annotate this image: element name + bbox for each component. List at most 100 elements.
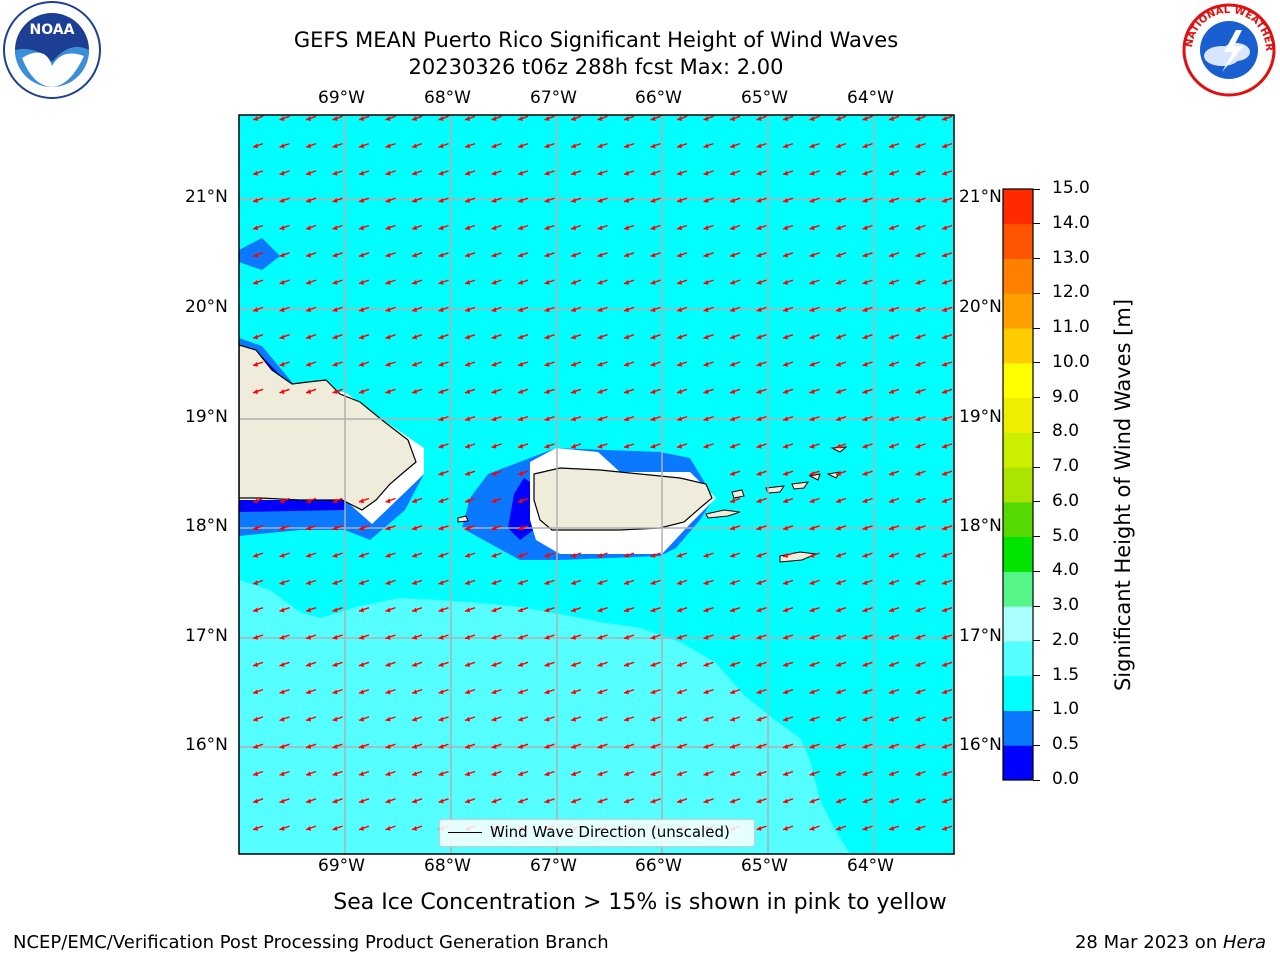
map-frame: [238, 114, 955, 855]
wind-wave-arrowhead: [385, 689, 391, 695]
wind-wave-arrowhead: [915, 634, 921, 640]
wind-wave-arrowhead: [703, 307, 709, 313]
wind-wave-arrowhead: [862, 307, 868, 313]
lon-label-bottom-64w: 64°W: [847, 856, 894, 876]
wind-wave-arrowhead: [518, 334, 523, 340]
wind-wave-arrowhead: [438, 198, 444, 203]
wind-wave-arrowhead: [836, 716, 841, 722]
wind-wave-arrowhead: [465, 744, 470, 749]
wind-wave-arrowhead: [756, 143, 762, 149]
wind-wave-arrowhead: [465, 580, 470, 586]
wind-wave-arrowhead: [438, 525, 444, 531]
wind-wave-arrowhead: [253, 744, 258, 749]
wind-wave-arrowhead: [332, 634, 338, 640]
wind-wave-arrowhead: [385, 607, 391, 613]
wind-wave-arrowhead: [465, 280, 470, 285]
wind-wave-arrowhead: [412, 307, 417, 313]
wind-wave-arrowhead: [359, 225, 364, 231]
wind-wave-arrowhead: [915, 498, 921, 504]
plot-title-line1: GEFS MEAN Puerto Rico Significant Height…: [293, 28, 899, 52]
wind-wave-arrowhead: [624, 553, 629, 558]
wind-wave-arrowhead: [624, 634, 629, 640]
wind-wave-arrowhead: [703, 389, 709, 394]
wind-wave-arrowhead: [518, 170, 523, 176]
wind-wave-arrowhead: [332, 662, 338, 667]
wind-wave-arrowhead: [756, 634, 762, 640]
wind-wave-arrowhead: [332, 580, 338, 586]
wind-wave-arrowhead: [624, 443, 629, 449]
wind-wave-arrowhead: [862, 553, 868, 558]
wind-wave-arrowhead: [889, 634, 894, 640]
wind-wave-arrowhead: [783, 580, 788, 586]
wind-wave-arrowhead: [518, 361, 523, 367]
wind-wave-arrowhead: [915, 225, 921, 231]
wind-wave-arrowhead: [465, 143, 470, 149]
wind-wave-arrowhead: [862, 634, 868, 640]
wind-wave-arrowhead: [783, 252, 788, 258]
wind-wave-arrowhead: [624, 689, 629, 695]
wind-wave-arrowhead: [756, 744, 762, 749]
wind-wave-arrowhead: [385, 580, 391, 586]
wind-wave-arrowhead: [544, 689, 550, 695]
wind-wave-arrowhead: [756, 771, 762, 777]
wind-wave-arrowhead: [889, 143, 894, 149]
colorbar-tick-mark: [1033, 466, 1040, 468]
wind-wave-arrowhead: [279, 553, 285, 558]
wind-wave-arrowhead: [279, 744, 285, 749]
wind-wave-arrowhead: [783, 198, 788, 203]
wind-wave-arrowhead: [915, 744, 921, 749]
lon-label-bottom-69w: 69°W: [318, 856, 365, 876]
wind-wave-arrowhead: [491, 580, 497, 586]
wind-wave-arrowhead: [306, 771, 311, 777]
wind-wave-arrowhead: [385, 307, 391, 313]
wind-wave-arrowhead: [279, 252, 285, 258]
wind-wave-arrowhead: [783, 389, 788, 394]
lat-label-left-17n: 17°N: [185, 626, 228, 646]
wind-wave-arrowhead: [809, 361, 815, 367]
wind-wave-arrowhead: [253, 580, 258, 586]
colorbar-tick-label: 1.5: [1052, 664, 1080, 685]
wind-wave-arrowhead: [809, 252, 815, 258]
wind-wave-arrowhead: [359, 689, 364, 695]
wind-wave-arrowhead: [809, 607, 815, 613]
wind-wave-arrowhead: [703, 225, 709, 231]
wind-wave-arrowhead: [518, 389, 523, 394]
wind-wave-arrowhead: [544, 771, 550, 777]
wind-wave-arrowhead: [889, 798, 894, 804]
wind-wave-arrowhead: [677, 771, 682, 777]
colorbar-tick-mark: [1033, 292, 1040, 294]
wind-wave-arrowhead: [809, 634, 815, 640]
wind-wave-arrowhead: [491, 525, 497, 531]
wind-wave-arrowhead: [544, 580, 550, 586]
wind-wave-arrowhead: [650, 170, 656, 176]
wind-wave-arrowhead: [703, 553, 709, 558]
colorbar-tick-label: 7.0: [1052, 456, 1080, 477]
wind-wave-arrowhead: [571, 689, 576, 695]
wind-wave-arrowhead: [730, 334, 735, 340]
wind-wave-arrowhead: [730, 170, 735, 176]
wind-wave-arrowhead: [703, 798, 709, 804]
wind-wave-arrowhead: [491, 662, 497, 667]
wind-wave-arrowhead: [438, 771, 444, 777]
wind-wave-arrowhead: [597, 689, 603, 695]
wave-band-1.5-2m: [239, 580, 850, 854]
wind-wave-arrowhead: [730, 662, 735, 667]
wind-wave-arrowhead: [650, 771, 656, 777]
wind-wave-arrowhead: [942, 334, 947, 340]
wind-wave-arrowhead: [677, 580, 682, 586]
wind-wave-arrowhead: [809, 525, 815, 531]
colorbar-segment: [1003, 328, 1033, 364]
wind-wave-arrowhead: [650, 607, 656, 613]
wind-wave-arrowhead: [836, 744, 841, 749]
wind-wave-arrowhead: [730, 307, 735, 313]
wind-wave-arrowhead: [412, 771, 417, 777]
wind-wave-arrowhead: [915, 607, 921, 613]
wind-wave-arrowhead: [783, 116, 788, 121]
lat-label-right-19n: 19°N: [959, 407, 1002, 427]
wind-wave-arrowhead: [809, 580, 815, 586]
wind-wave-arrowhead: [862, 116, 868, 121]
wind-wave-arrowhead: [571, 771, 576, 777]
wind-wave-arrowhead: [306, 498, 311, 504]
wind-wave-arrowhead: [783, 498, 788, 504]
